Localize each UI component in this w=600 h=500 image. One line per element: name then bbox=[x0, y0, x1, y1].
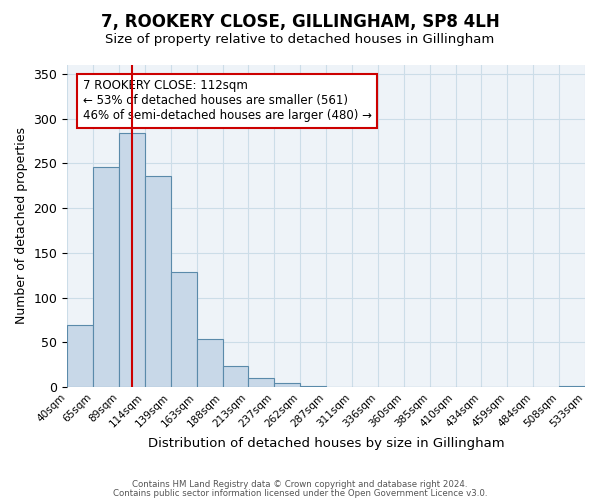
Bar bbox=[223, 366, 248, 387]
Text: Contains public sector information licensed under the Open Government Licence v3: Contains public sector information licen… bbox=[113, 489, 487, 498]
Text: Contains HM Land Registry data © Crown copyright and database right 2024.: Contains HM Land Registry data © Crown c… bbox=[132, 480, 468, 489]
Text: Size of property relative to detached houses in Gillingham: Size of property relative to detached ho… bbox=[106, 32, 494, 46]
Bar bbox=[171, 272, 197, 387]
Y-axis label: Number of detached properties: Number of detached properties bbox=[15, 128, 28, 324]
Text: 7 ROOKERY CLOSE: 112sqm
← 53% of detached houses are smaller (561)
46% of semi-d: 7 ROOKERY CLOSE: 112sqm ← 53% of detache… bbox=[83, 80, 371, 122]
Bar bbox=[67, 325, 93, 387]
X-axis label: Distribution of detached houses by size in Gillingham: Distribution of detached houses by size … bbox=[148, 437, 505, 450]
Bar bbox=[274, 384, 300, 387]
Bar bbox=[93, 167, 119, 387]
Bar bbox=[300, 386, 326, 387]
Bar bbox=[197, 338, 223, 387]
Bar bbox=[145, 176, 171, 387]
Bar bbox=[559, 386, 585, 387]
Bar bbox=[248, 378, 274, 387]
Bar bbox=[119, 133, 145, 387]
Text: 7, ROOKERY CLOSE, GILLINGHAM, SP8 4LH: 7, ROOKERY CLOSE, GILLINGHAM, SP8 4LH bbox=[101, 12, 499, 30]
